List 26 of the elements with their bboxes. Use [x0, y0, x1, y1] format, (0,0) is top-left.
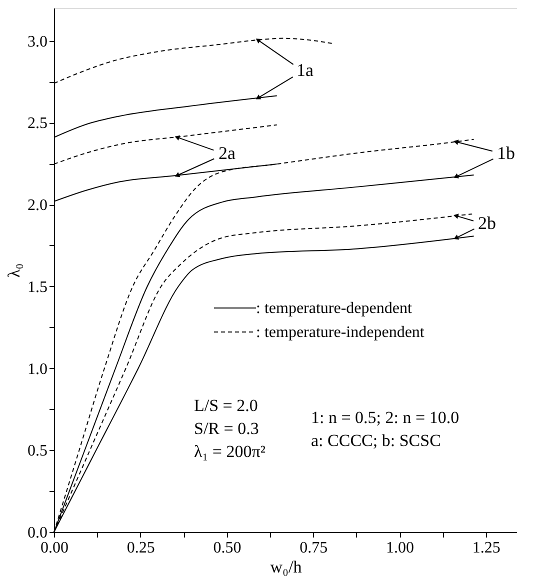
x-tick-label: 0.75 [300, 540, 328, 556]
annotation: 1: n = 0.5; 2: n = 10.0 [311, 408, 460, 427]
y-tick-label: 0.5 [28, 442, 48, 460]
annotation: 2b [478, 213, 496, 233]
legend-label: : temperature-dependent [256, 300, 412, 317]
y-axis-title: λ₀ [4, 263, 24, 278]
x-tick-label: 0.50 [213, 540, 242, 556]
y-tick-label: 2.5 [28, 115, 48, 132]
legend-label: : temperature-independent [256, 324, 425, 341]
annotation: λ₁ = 200π² [194, 442, 266, 461]
x-tick-label: 0.25 [126, 540, 155, 556]
annotation: 1b [497, 143, 515, 163]
y-tick-label: 1.0 [28, 360, 48, 378]
y-tick-label: 0.0 [28, 524, 48, 542]
y-tick-label: 1.5 [28, 278, 48, 296]
annotation: S/R = 0.3 [194, 419, 259, 438]
x-tick-label: 0.00 [40, 540, 68, 556]
annotation: a: CCCC; b: SCSC [311, 431, 441, 450]
y-tick-label: 2.0 [28, 197, 48, 214]
x-tick-label: 1.00 [386, 540, 414, 556]
x-tick-label: 1.25 [472, 540, 500, 556]
annotation: 1a [296, 60, 314, 80]
x-axis-title: w₀/h [270, 558, 302, 576]
annotation: L/S = 2.0 [194, 396, 258, 415]
y-tick-label: 3.0 [28, 33, 48, 50]
annotation: 2a [218, 143, 236, 163]
